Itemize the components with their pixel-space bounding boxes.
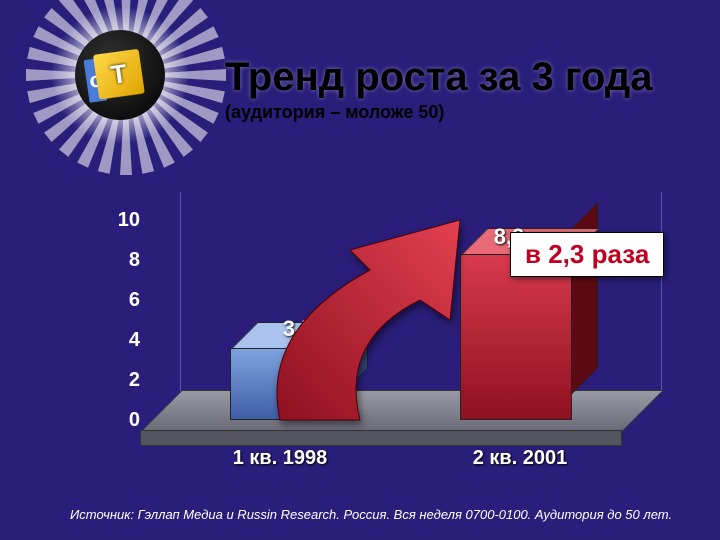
growth-arrow-icon (250, 210, 530, 430)
x-label-1: 1 кв. 1998 (200, 447, 360, 470)
logo-letter-left: c (84, 58, 108, 103)
growth-callout: в 2,3 раза (510, 232, 664, 277)
logo-disc: c T (75, 30, 165, 120)
logo-cube: c T (93, 48, 147, 101)
page-subtitle: (аудитория – моложе 50) (225, 102, 444, 123)
ytick-2: 2 (100, 369, 140, 392)
source-text: Источник: Гэллап Медиа и Russin Research… (70, 507, 672, 522)
ytick-4: 4 (100, 329, 140, 352)
x-label-2: 2 кв. 2001 (440, 447, 600, 470)
logo-letter-front: T (93, 49, 145, 100)
logo-starburst: c T (20, 0, 220, 175)
page-title: Тренд роста за 3 года (225, 55, 653, 100)
y-axis: 0 2 4 6 8 10 (100, 190, 140, 450)
ytick-10: 10 (100, 209, 140, 232)
ytick-0: 0 (100, 409, 140, 432)
chart-floor-front (140, 430, 622, 446)
bar-chart: 0 2 4 6 8 10 3,5 8,2 1 кв. 1998 2 кв. 20… (80, 170, 630, 460)
ytick-6: 6 (100, 289, 140, 312)
ytick-8: 8 (100, 249, 140, 272)
